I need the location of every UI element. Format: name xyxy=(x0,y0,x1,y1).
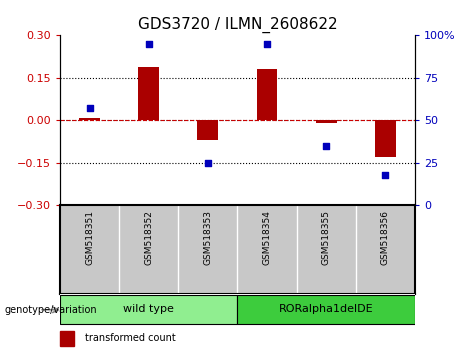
Point xyxy=(322,143,330,149)
Point xyxy=(86,105,93,111)
Text: GSM518356: GSM518356 xyxy=(381,210,390,265)
Text: genotype/variation: genotype/variation xyxy=(5,305,97,315)
Text: RORalpha1delDE: RORalpha1delDE xyxy=(279,304,373,314)
Point xyxy=(204,160,212,166)
Point xyxy=(263,41,271,47)
Bar xyxy=(257,69,278,120)
Text: GSM518351: GSM518351 xyxy=(85,210,94,265)
Bar xyxy=(138,67,159,120)
Point xyxy=(382,172,389,178)
Text: GSM518354: GSM518354 xyxy=(262,210,272,265)
FancyBboxPatch shape xyxy=(60,295,237,324)
Text: wild type: wild type xyxy=(123,304,174,314)
Title: GDS3720 / ILMN_2608622: GDS3720 / ILMN_2608622 xyxy=(137,16,337,33)
Bar xyxy=(316,120,337,123)
FancyBboxPatch shape xyxy=(237,295,415,324)
Point xyxy=(145,41,152,47)
Text: GSM518355: GSM518355 xyxy=(322,210,331,265)
Bar xyxy=(60,331,74,346)
Text: transformed count: transformed count xyxy=(85,333,176,343)
Bar xyxy=(375,120,396,157)
Bar xyxy=(79,118,100,120)
Text: GSM518352: GSM518352 xyxy=(144,210,153,265)
Bar xyxy=(197,120,218,140)
Text: GSM518353: GSM518353 xyxy=(203,210,213,265)
